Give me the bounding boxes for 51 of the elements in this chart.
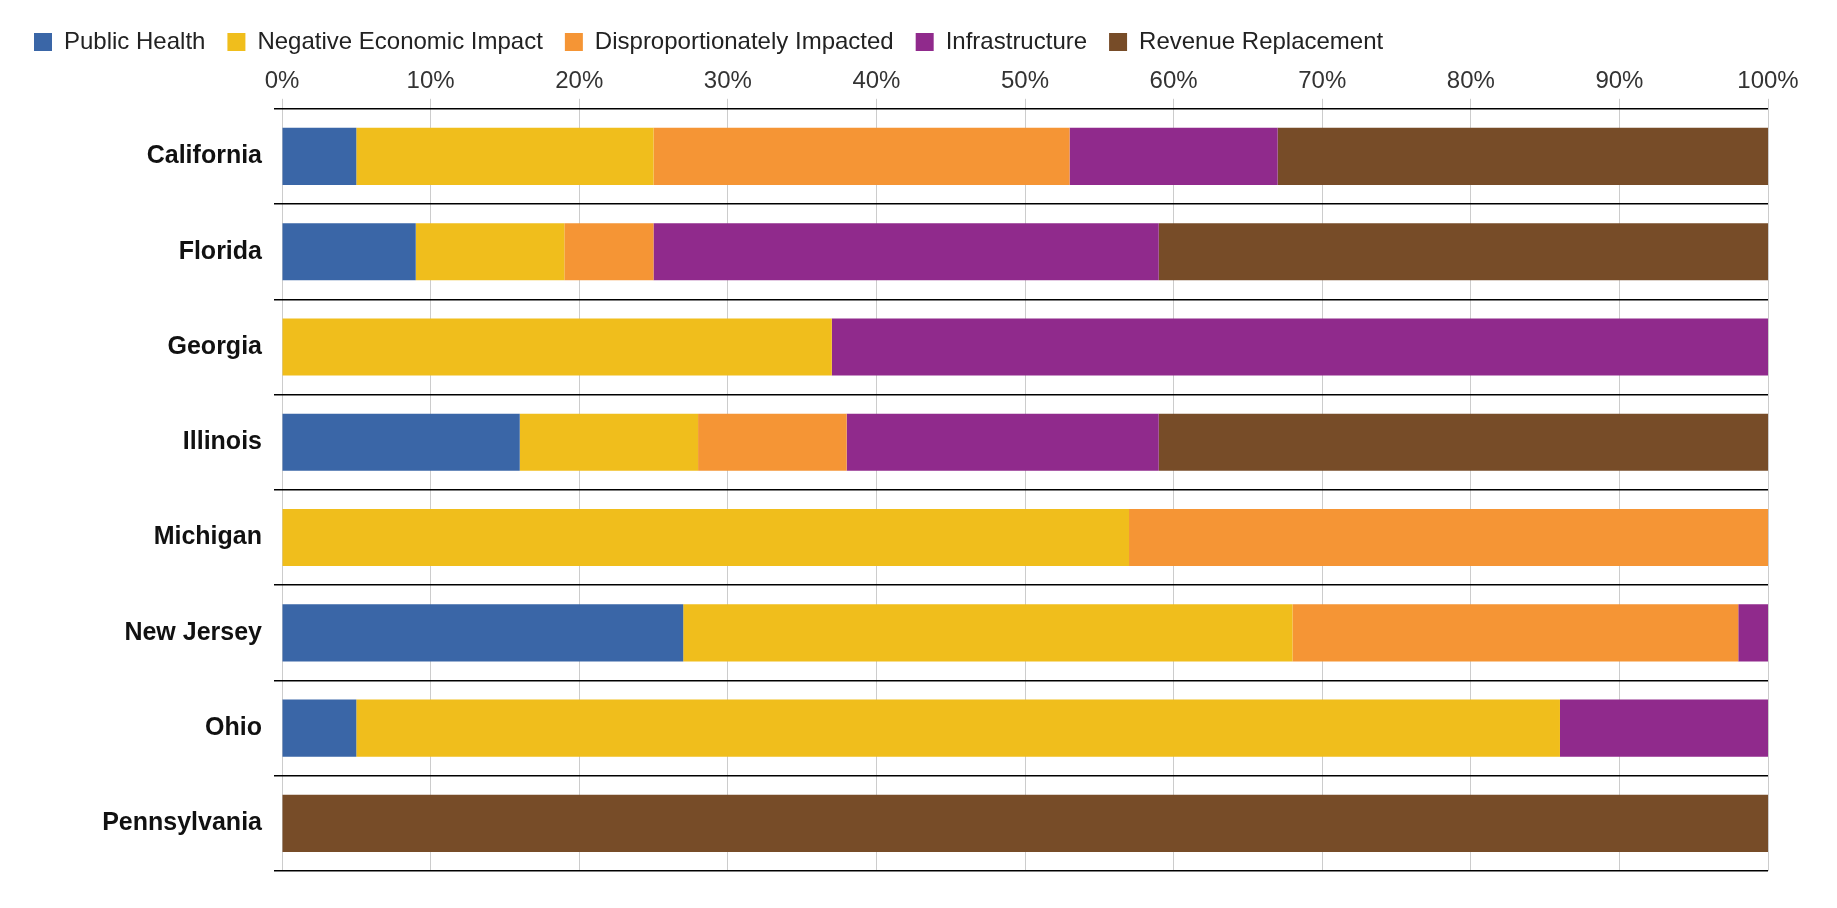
x-tick-label: 60% (1149, 66, 1198, 94)
bar (1738, 604, 1768, 662)
bar (1158, 413, 1768, 471)
x-tick-label: 20% (555, 66, 604, 94)
bar (282, 318, 832, 376)
x-tick-label: 80% (1446, 66, 1495, 94)
bar (564, 223, 654, 281)
bar (282, 223, 416, 281)
x-tick-label: 50% (1000, 66, 1050, 94)
bar (282, 699, 357, 757)
bar (698, 413, 847, 471)
bar (356, 127, 654, 186)
bar (519, 413, 699, 471)
x-tick-label: 40% (852, 66, 901, 94)
bar (415, 223, 565, 281)
bar (1559, 699, 1768, 757)
x-tick-label: 100% (1737, 66, 1799, 94)
legend-label: Negative Economic Impact (257, 26, 544, 54)
x-tick-label: 30% (703, 66, 752, 94)
x-tick-label: 70% (1298, 66, 1347, 94)
x-tick-label: 0% (264, 66, 300, 94)
legend-label: Revenue Replacement (1139, 26, 1384, 54)
bar (282, 127, 357, 186)
bar (282, 604, 684, 662)
bar (1277, 127, 1768, 186)
legend-label: Infrastructure (945, 26, 1088, 54)
y-tick-label: Ohio (205, 711, 262, 740)
y-tick-label: California (146, 140, 264, 169)
bar (282, 794, 1768, 852)
y-tick-label: New Jersey (124, 616, 263, 645)
bar (282, 413, 520, 471)
legend-label: Disproportionately Impacted (594, 26, 894, 54)
x-tick-label: 10% (406, 66, 455, 94)
bar (653, 127, 1070, 186)
bar (282, 508, 1130, 567)
bar (683, 604, 1293, 662)
bar (831, 318, 1768, 376)
bar (846, 413, 1159, 471)
bar (653, 223, 1159, 281)
y-tick-label: Florida (178, 235, 264, 264)
bar (1129, 508, 1768, 567)
y-tick-label: Georgia (167, 330, 264, 359)
y-tick-label: Pennsylvania (102, 807, 264, 836)
y-tick-label: Michigan (153, 521, 262, 550)
y-tick-label: Illinois (182, 426, 262, 455)
bar (1158, 223, 1768, 281)
bar (356, 699, 1560, 757)
bar (1069, 127, 1278, 186)
bar (1292, 604, 1739, 662)
x-tick-label: 90% (1595, 66, 1644, 94)
legend-label: Public Health (64, 26, 206, 54)
